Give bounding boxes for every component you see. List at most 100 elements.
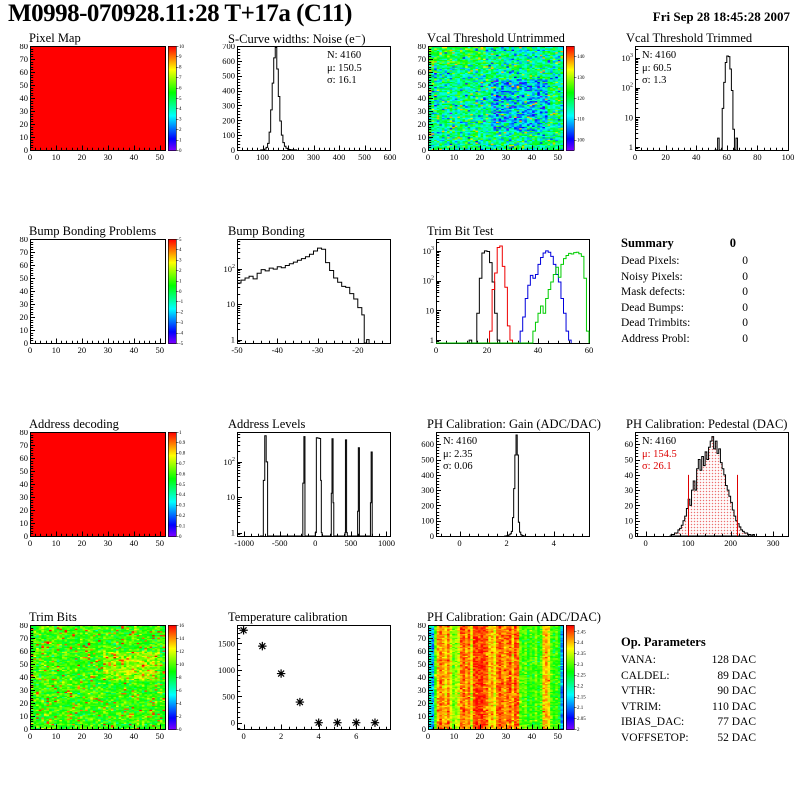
plot-title: Trim Bit Test <box>427 224 494 238</box>
address-levels-histogram <box>199 430 398 597</box>
op-parameter-row: VTRIM: 110 DAC <box>621 701 796 717</box>
summary-label: Address Probl: <box>621 332 690 345</box>
summary-label: Dead Pixels: <box>621 255 680 267</box>
stats-sigma: σ: 16.1 <box>327 75 357 86</box>
summary-row: Dead Pixels: 0 <box>621 255 796 271</box>
bump-bonding-problems-heatmap <box>0 237 199 404</box>
plot-title: Vcal Threshold Trimmed <box>626 31 753 45</box>
panel-address-decoding: Address decoding <box>0 414 199 607</box>
op-value: 77 DAC <box>717 716 756 728</box>
panel-vcal-trimmed: Vcal Threshold Trimmed N: 4160 μ: 60.5 σ… <box>597 28 796 221</box>
summary-row: Mask defects: 0 <box>621 286 796 302</box>
summary-value: 0 <box>742 270 748 283</box>
pixel-map-heatmap <box>0 44 199 211</box>
stats-mean: μ: 154.5 <box>642 448 677 460</box>
panel-bump-bonding: Bump Bonding <box>199 221 398 414</box>
op-value: 89 DAC <box>717 669 756 682</box>
summary-row: Dead Bumps: 0 <box>621 302 796 318</box>
op-parameter-row: CALDEL: 89 DAC <box>621 670 796 686</box>
ph-pedestal-histogram <box>597 430 796 597</box>
summary-value: 0 <box>742 332 748 345</box>
summary-value: 0 <box>742 317 748 329</box>
trim-bits-heatmap <box>0 623 199 790</box>
plot-title: PH Calibration: Gain (ADC/DAC) <box>427 417 601 431</box>
stats-box: N: 4160 μ: 2.35 σ: 0.06 <box>443 436 477 474</box>
panel-vcal-untrimmed: Vcal Threshold Untrimmed <box>398 28 597 221</box>
address-decoding-heatmap <box>0 430 199 597</box>
summary-value: 0 <box>742 255 748 267</box>
op-value: 52 DAC <box>717 731 756 744</box>
plot-grid: Pixel Map S-Curve widths: Noise (e⁻) N: … <box>0 28 796 800</box>
op-parameter-row: VANA: 128 DAC <box>621 654 796 670</box>
summary-label: Dead Bumps: <box>621 301 684 314</box>
op-parameter-row: IBIAS_DAC: 77 DAC <box>621 716 796 732</box>
stats-sigma: σ: 1.3 <box>642 75 667 86</box>
summary-total: 0 <box>729 236 736 250</box>
op-parameter-row: VTHR: 90 DAC <box>621 685 796 701</box>
op-value: 110 DAC <box>712 700 756 713</box>
bump-bonding-histogram <box>199 237 398 404</box>
plot-title: S-Curve widths: Noise (e⁻) <box>228 32 366 46</box>
summary-label: Dead Trimbits: <box>621 317 691 329</box>
op-label: VOFFSETOP: <box>621 731 689 744</box>
scurve-noise-histogram <box>199 44 398 211</box>
panel-ph-gain-hist: PH Calibration: Gain (ADC/DAC) N: 4160 μ… <box>398 414 601 607</box>
plot-title: Vcal Threshold Untrimmed <box>427 31 565 45</box>
summary-label: Mask defects: <box>621 286 686 298</box>
panel-bump-bonding-problems: Bump Bonding Problems <box>0 221 199 414</box>
timestamp: Fri Sep 28 18:45:28 2007 <box>652 9 790 24</box>
panel-scurve-noise: S-Curve widths: Noise (e⁻) N: 4160 μ: 15… <box>199 28 398 221</box>
stats-box: N: 4160 μ: 60.5 σ: 1.3 <box>642 50 676 88</box>
stats-box: N: 4160 μ: 154.5 σ: 26.1 <box>642 436 677 474</box>
panel-op-parameters: Op. Parameters VANA: 128 DAC CALDEL: 89 DA… <box>597 607 796 800</box>
ph-gain-histogram <box>398 430 597 597</box>
op-parameter-row: VOFFSETOP: 52 DAC <box>621 732 796 748</box>
plot-title: Bump Bonding <box>228 224 305 238</box>
summary-heading-row: Summary 0 <box>621 236 796 255</box>
trim-bit-test-histogram <box>398 237 597 404</box>
op-label: VANA: <box>621 654 656 666</box>
panel-trim-bit-test: Trim Bit Test <box>398 221 597 414</box>
panel-ph-gain-map: PH Calibration: Gain (ADC/DAC) <box>398 607 601 800</box>
stats-n: N: 4160 <box>642 436 677 447</box>
op-label: VTHR: <box>621 685 656 697</box>
stats-n: N: 4160 <box>327 50 362 61</box>
panel-ph-pedestal: PH Calibration: Pedestal (DAC) N: 4160 μ… <box>597 414 796 607</box>
stats-box: N: 4160 μ: 150.5 σ: 16.1 <box>327 50 362 88</box>
summary-row: Address Probl: 0 <box>621 333 796 349</box>
summary-value: 0 <box>742 286 748 298</box>
ph-gain-heatmap <box>398 623 597 790</box>
panel-address-levels: Address Levels <box>199 414 398 607</box>
op-label: IBIAS_DAC: <box>621 716 685 728</box>
vcal-trimmed-histogram <box>597 44 796 211</box>
stats-mean: μ: 60.5 <box>642 62 672 74</box>
panel-temperature-calibration: Temperature calibration <box>199 607 398 800</box>
stats-mean: μ: 2.35 <box>443 448 473 460</box>
plot-title: Address Levels <box>228 417 306 431</box>
summary-heading: Summary <box>621 236 674 250</box>
stats-n: N: 4160 <box>443 436 478 447</box>
summary-row: Dead Trimbits: 0 <box>621 317 796 333</box>
plot-title: PH Calibration: Gain (ADC/DAC) <box>427 610 601 624</box>
panel-trim-bits: Trim Bits <box>0 607 199 800</box>
op-label: VTRIM: <box>621 700 662 713</box>
plot-title: Address decoding <box>29 417 119 431</box>
op-value: 90 DAC <box>717 685 756 697</box>
panel-summary: Summary 0 Dead Pixels: 0 Noisy Pixels: 0 M… <box>597 221 796 414</box>
op-label: CALDEL: <box>621 669 670 682</box>
summary-value: 0 <box>742 301 748 314</box>
stats-n: N: 4160 <box>642 50 677 61</box>
plot-title: Bump Bonding Problems <box>29 224 157 238</box>
plot-title: Temperature calibration <box>228 610 348 624</box>
summary-row: Noisy Pixels: 0 <box>621 271 796 287</box>
panel-pixel-map: Pixel Map <box>0 28 199 221</box>
summary-label: Noisy Pixels: <box>621 270 683 283</box>
page-title: M0998-070928.11:28 T+17a (C11) <box>8 0 352 27</box>
plot-title: Trim Bits <box>29 610 77 624</box>
vcal-untrimmed-heatmap <box>398 44 597 211</box>
plot-title: Pixel Map <box>29 31 81 45</box>
stats-sigma: σ: 0.06 <box>443 461 473 472</box>
plot-title: PH Calibration: Pedestal (DAC) <box>626 417 788 431</box>
temperature-calibration-scatter <box>199 623 398 790</box>
